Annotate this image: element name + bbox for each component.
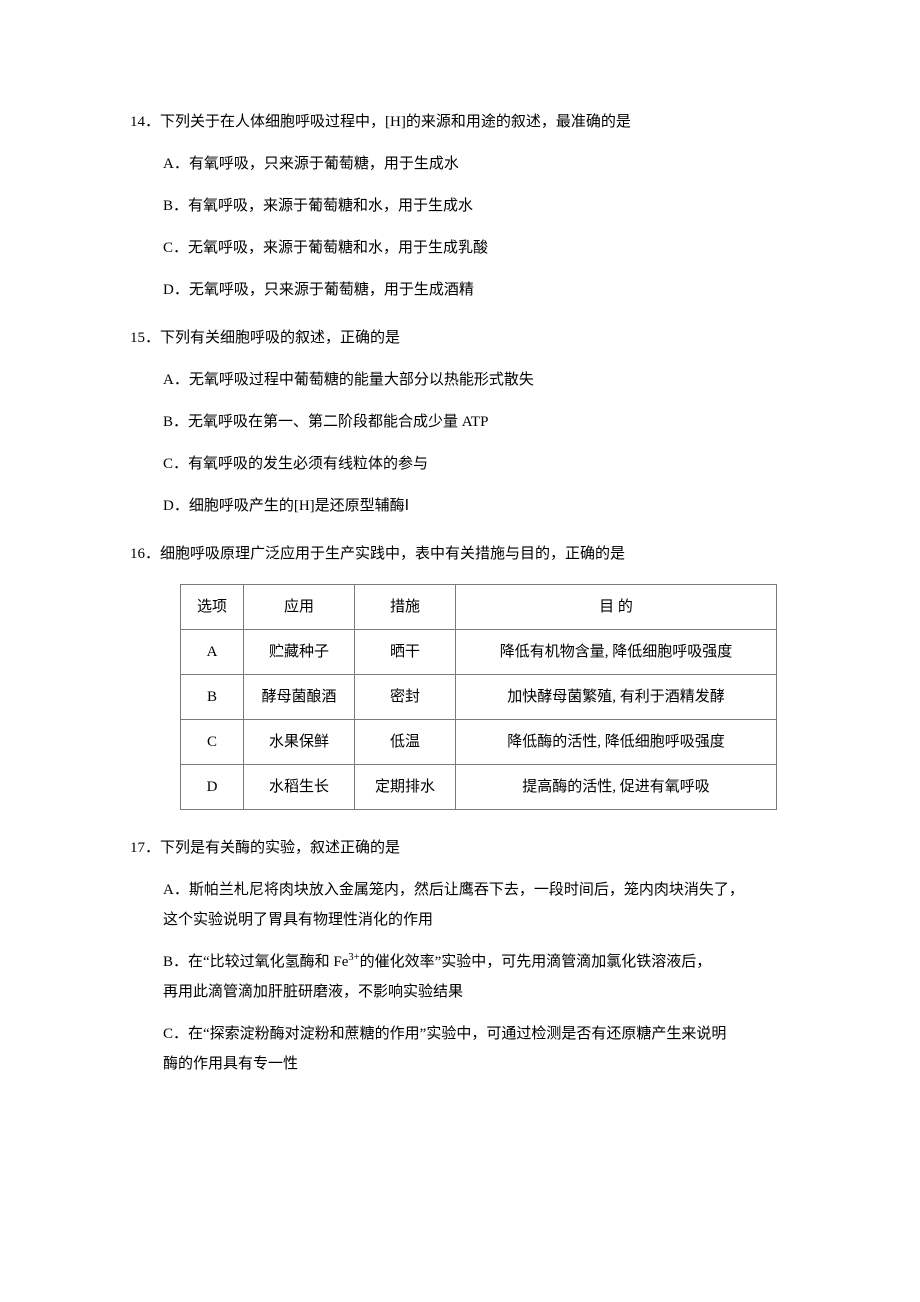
q17-option-b: B．在“比较过氧化氢酶和 Fe3+的催化效率”实验中，可先用滴管滴加氯化铁溶液后… (130, 950, 790, 1004)
cell-app: 水稻生长 (244, 765, 355, 810)
header-purpose: 目 的 (456, 585, 777, 630)
cell-purpose: 加快酵母菌繁殖, 有利于酒精发酵 (456, 675, 777, 720)
table-row: A 贮藏种子 晒干 降低有机物含量, 降低细胞呼吸强度 (181, 630, 777, 675)
cell-purpose: 提高酶的活性, 促进有氧呼吸 (456, 765, 777, 810)
table-row: D 水稻生长 定期排水 提高酶的活性, 促进有氧呼吸 (181, 765, 777, 810)
cell-opt: D (181, 765, 244, 810)
cell-app: 贮藏种子 (244, 630, 355, 675)
q14-stem: 14．下列关于在人体细胞呼吸过程中，[H]的来源和用途的叙述，最准确的是 (130, 110, 790, 134)
table-header-row: 选项 应用 措施 目 的 (181, 585, 777, 630)
header-application: 应用 (244, 585, 355, 630)
cell-measure: 晒干 (355, 630, 456, 675)
cell-measure: 低温 (355, 720, 456, 765)
q15-option-a: A．无氧呼吸过程中葡萄糖的能量大部分以热能形式散失 (130, 368, 790, 392)
question-14: 14．下列关于在人体细胞呼吸过程中，[H]的来源和用途的叙述，最准确的是 A．有… (130, 110, 790, 302)
q17-b-line1: B．在“比较过氧化氢酶和 Fe3+的催化效率”实验中，可先用滴管滴加氯化铁溶液后… (163, 950, 790, 974)
q16-table: 选项 应用 措施 目 的 A 贮藏种子 晒干 降低有机物含量, 降低细胞呼吸强度… (180, 584, 777, 810)
q17-c-line1: C．在“探索淀粉酶对淀粉和蔗糖的作用”实验中，可通过检测是否有还原糖产生来说明 (163, 1022, 790, 1046)
question-16: 16．细胞呼吸原理广泛应用于生产实践中，表中有关措施与目的，正确的是 选项 应用… (130, 542, 790, 810)
q17-option-c: C．在“探索淀粉酶对淀粉和蔗糖的作用”实验中，可通过检测是否有还原糖产生来说明 … (130, 1022, 790, 1076)
question-17: 17．下列是有关酶的实验，叙述正确的是 A．斯帕兰札尼将肉块放入金属笼内，然后让… (130, 836, 790, 1076)
q17-b-pre: B．在“比较过氧化氢酶和 Fe (163, 954, 348, 970)
header-option: 选项 (181, 585, 244, 630)
table-row: C 水果保鲜 低温 降低酶的活性, 降低细胞呼吸强度 (181, 720, 777, 765)
q14-option-c: C．无氧呼吸，来源于葡萄糖和水，用于生成乳酸 (130, 236, 790, 260)
q17-b-post: 的催化效率”实验中，可先用滴管滴加氯化铁溶液后， (360, 954, 712, 970)
q17-option-a: A．斯帕兰札尼将肉块放入金属笼内，然后让鹰吞下去，一段时间后，笼内肉块消失了， … (130, 878, 790, 932)
cell-opt: A (181, 630, 244, 675)
q15-stem: 15．下列有关细胞呼吸的叙述，正确的是 (130, 326, 790, 350)
cell-purpose: 降低酶的活性, 降低细胞呼吸强度 (456, 720, 777, 765)
q15-option-d: D．细胞呼吸产生的[H]是还原型辅酶Ⅰ (130, 494, 790, 518)
q14-option-d: D．无氧呼吸，只来源于葡萄糖，用于生成酒精 (130, 278, 790, 302)
q17-a-line1: A．斯帕兰札尼将肉块放入金属笼内，然后让鹰吞下去，一段时间后，笼内肉块消失了， (163, 878, 790, 902)
q17-b-line2: 再用此滴管滴加肝脏研磨液，不影响实验结果 (163, 980, 790, 1004)
question-15: 15．下列有关细胞呼吸的叙述，正确的是 A．无氧呼吸过程中葡萄糖的能量大部分以热… (130, 326, 790, 518)
q16-stem: 16．细胞呼吸原理广泛应用于生产实践中，表中有关措施与目的，正确的是 (130, 542, 790, 566)
q17-stem: 17．下列是有关酶的实验，叙述正确的是 (130, 836, 790, 860)
q17-c-line2: 酶的作用具有专一性 (163, 1052, 790, 1076)
superscript-charge: 3+ (348, 952, 359, 963)
cell-measure: 密封 (355, 675, 456, 720)
q17-a-line2: 这个实验说明了胃具有物理性消化的作用 (163, 908, 790, 932)
cell-measure: 定期排水 (355, 765, 456, 810)
cell-opt: B (181, 675, 244, 720)
header-measure: 措施 (355, 585, 456, 630)
cell-purpose: 降低有机物含量, 降低细胞呼吸强度 (456, 630, 777, 675)
q15-option-c: C．有氧呼吸的发生必须有线粒体的参与 (130, 452, 790, 476)
cell-app: 水果保鲜 (244, 720, 355, 765)
q15-option-b: B．无氧呼吸在第一、第二阶段都能合成少量 ATP (130, 410, 790, 434)
table-row: B 酵母菌酿酒 密封 加快酵母菌繁殖, 有利于酒精发酵 (181, 675, 777, 720)
exam-page: 14．下列关于在人体细胞呼吸过程中，[H]的来源和用途的叙述，最准确的是 A．有… (0, 0, 920, 1160)
cell-app: 酵母菌酿酒 (244, 675, 355, 720)
q14-option-a: A．有氧呼吸，只来源于葡萄糖，用于生成水 (130, 152, 790, 176)
cell-opt: C (181, 720, 244, 765)
q14-option-b: B．有氧呼吸，来源于葡萄糖和水，用于生成水 (130, 194, 790, 218)
